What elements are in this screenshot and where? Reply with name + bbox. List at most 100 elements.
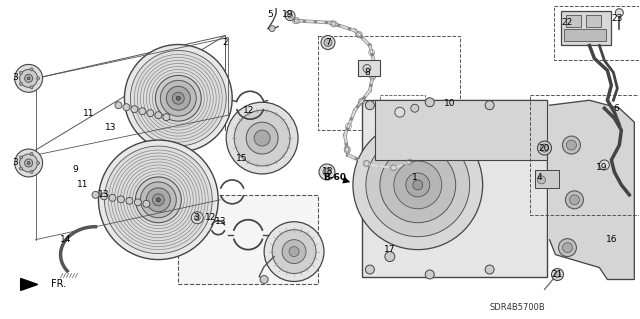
Bar xyxy=(566,15,581,26)
Circle shape xyxy=(139,108,146,115)
Circle shape xyxy=(321,35,335,49)
Circle shape xyxy=(425,270,435,279)
Circle shape xyxy=(161,80,196,116)
Bar xyxy=(318,35,460,130)
Circle shape xyxy=(118,196,124,203)
Circle shape xyxy=(134,199,141,206)
Circle shape xyxy=(353,120,483,249)
Circle shape xyxy=(147,188,170,212)
Circle shape xyxy=(155,112,162,119)
Text: 23: 23 xyxy=(612,14,623,23)
Circle shape xyxy=(563,136,580,154)
Text: B-60: B-60 xyxy=(323,174,346,182)
Text: 3: 3 xyxy=(12,159,17,167)
Circle shape xyxy=(234,110,290,166)
Circle shape xyxy=(394,161,442,209)
Circle shape xyxy=(176,96,180,100)
Circle shape xyxy=(363,64,371,72)
Circle shape xyxy=(15,64,43,92)
Text: 19: 19 xyxy=(282,10,294,19)
Circle shape xyxy=(104,146,212,254)
Circle shape xyxy=(140,182,176,218)
Circle shape xyxy=(30,86,33,89)
Circle shape xyxy=(563,243,572,253)
Circle shape xyxy=(131,106,138,113)
Text: 20: 20 xyxy=(539,144,550,152)
Circle shape xyxy=(289,247,299,256)
Circle shape xyxy=(600,160,609,170)
Bar xyxy=(529,95,639,215)
Circle shape xyxy=(324,39,332,47)
Circle shape xyxy=(269,26,275,32)
Text: 3: 3 xyxy=(193,213,199,222)
Text: 4: 4 xyxy=(537,174,542,182)
Circle shape xyxy=(264,222,324,281)
Circle shape xyxy=(323,168,331,176)
Circle shape xyxy=(365,265,374,274)
Text: FR.: FR. xyxy=(51,279,66,289)
Circle shape xyxy=(566,191,584,209)
Circle shape xyxy=(566,140,577,150)
Circle shape xyxy=(380,147,456,223)
Circle shape xyxy=(30,152,33,155)
Text: 16: 16 xyxy=(605,235,617,244)
Bar xyxy=(358,60,380,76)
Circle shape xyxy=(425,98,435,107)
Text: SDR4B5700B: SDR4B5700B xyxy=(490,303,545,312)
Text: 21: 21 xyxy=(552,270,563,279)
Bar xyxy=(564,29,606,41)
Circle shape xyxy=(15,149,43,177)
Text: 9: 9 xyxy=(73,166,79,174)
Circle shape xyxy=(366,133,470,237)
Text: 19: 19 xyxy=(596,163,607,173)
Circle shape xyxy=(20,70,38,87)
Text: 12: 12 xyxy=(205,213,216,222)
Circle shape xyxy=(30,68,33,71)
Circle shape xyxy=(385,252,395,262)
Circle shape xyxy=(19,156,22,159)
Circle shape xyxy=(254,130,270,146)
Bar xyxy=(534,170,559,188)
Circle shape xyxy=(395,107,405,117)
Text: 3: 3 xyxy=(12,73,17,82)
Text: 1: 1 xyxy=(412,174,418,182)
Text: 7: 7 xyxy=(325,38,331,47)
Circle shape xyxy=(485,265,494,274)
Bar xyxy=(375,100,547,160)
Text: 22: 22 xyxy=(562,18,573,27)
Circle shape xyxy=(99,140,218,260)
Bar xyxy=(586,15,602,26)
Text: 15: 15 xyxy=(236,153,248,162)
Circle shape xyxy=(147,110,154,117)
Circle shape xyxy=(541,144,548,152)
Circle shape xyxy=(152,194,164,206)
Text: 18: 18 xyxy=(322,167,333,176)
Text: 6: 6 xyxy=(614,104,620,113)
Circle shape xyxy=(27,161,30,165)
Circle shape xyxy=(156,75,201,121)
Circle shape xyxy=(191,212,204,224)
Text: 11: 11 xyxy=(77,180,88,189)
Circle shape xyxy=(226,102,298,174)
Circle shape xyxy=(615,9,623,17)
Text: 13: 13 xyxy=(105,122,116,132)
Circle shape xyxy=(25,159,33,167)
Circle shape xyxy=(411,104,419,112)
Circle shape xyxy=(166,86,190,110)
Circle shape xyxy=(20,154,38,172)
Text: 14: 14 xyxy=(60,235,71,244)
Bar xyxy=(380,95,425,125)
Text: 2: 2 xyxy=(222,38,228,47)
Circle shape xyxy=(27,77,30,80)
Circle shape xyxy=(100,193,108,200)
Circle shape xyxy=(19,82,22,85)
Circle shape xyxy=(413,180,423,190)
Polygon shape xyxy=(20,278,38,290)
Text: 17: 17 xyxy=(384,245,396,254)
Text: 5: 5 xyxy=(268,10,273,19)
Circle shape xyxy=(124,45,232,152)
Circle shape xyxy=(319,164,335,180)
Circle shape xyxy=(92,191,99,198)
Circle shape xyxy=(163,114,170,121)
Circle shape xyxy=(36,161,40,165)
